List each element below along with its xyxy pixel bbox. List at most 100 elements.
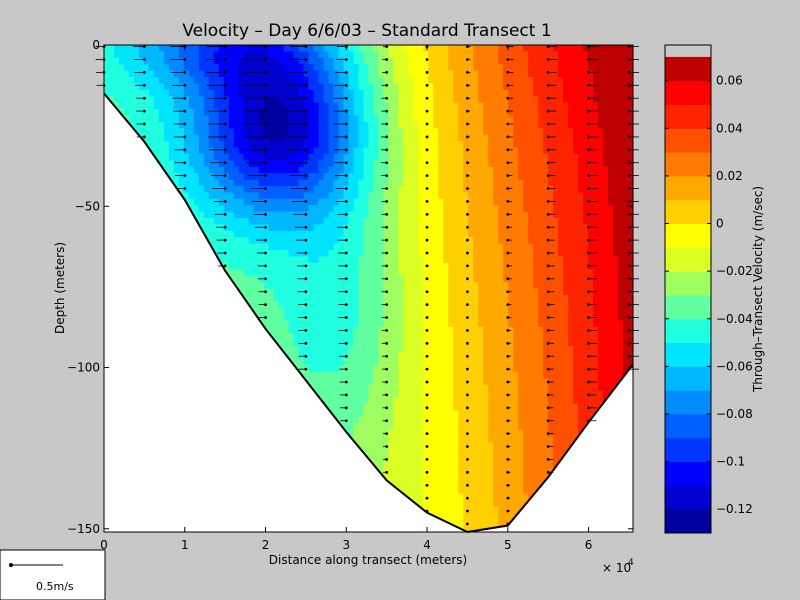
contour-cell: [333, 346, 340, 354]
contour-cell: [268, 262, 275, 270]
contour-cell: [263, 160, 270, 168]
contour-cell: [188, 102, 195, 110]
contour-cell: [183, 128, 190, 136]
contour-cell: [323, 179, 330, 187]
contour-cell: [278, 185, 285, 193]
contour-cell: [108, 96, 115, 104]
contour-cell: [383, 166, 390, 174]
contour-cell: [388, 269, 395, 277]
contour-cell: [393, 352, 400, 360]
contour-cell: [113, 83, 120, 91]
contour-cell: [303, 57, 310, 65]
contour-cell: [423, 307, 429, 315]
contour-cell: [293, 211, 300, 219]
contour-cell: [253, 83, 260, 91]
contour-cell: [363, 365, 370, 373]
contour-cell: [283, 109, 290, 117]
contour-cell: [353, 275, 360, 283]
contour-cell: [293, 333, 300, 341]
contour-cell: [423, 45, 429, 53]
contour-cell: [303, 96, 310, 104]
contour-cell: [413, 391, 420, 399]
contour-cell: [358, 243, 365, 251]
contour-cell: [328, 179, 335, 187]
contour-cell: [163, 77, 170, 85]
contour-cell: [168, 121, 175, 129]
contour-cell: [328, 205, 335, 213]
contour-cell: [428, 205, 434, 213]
contour-cell: [358, 141, 365, 149]
contour-cell: [218, 185, 225, 193]
contour-cell: [318, 109, 325, 117]
contour-cell: [418, 339, 424, 347]
contour-cell: [198, 173, 205, 181]
contour-cell: [378, 51, 385, 59]
contour-cell: [343, 371, 350, 379]
contour-cell: [278, 70, 285, 78]
contour-cell: [308, 237, 315, 245]
contour-cell: [308, 314, 315, 322]
contour-cell: [403, 294, 410, 302]
contour-cell: [243, 250, 250, 258]
contour-cell: [418, 256, 424, 264]
contour-cell: [358, 45, 365, 53]
contour-cell: [243, 275, 250, 283]
contour-cell: [293, 237, 300, 245]
contour-cell: [363, 134, 370, 142]
contour-cell: [313, 339, 320, 347]
contour-cell: [373, 185, 380, 193]
contour-cell: [268, 288, 275, 296]
contour-cell: [358, 83, 365, 91]
contour-cell: [328, 109, 335, 117]
contour-cell: [323, 314, 330, 322]
contour-cell: [313, 275, 320, 283]
contour-cell: [358, 115, 365, 123]
contour-cell: [283, 70, 290, 78]
contour-cell: [358, 218, 365, 226]
contour-cell: [298, 166, 305, 174]
contour-cell: [423, 423, 429, 431]
contour-cell: [328, 198, 335, 206]
contour-cell: [253, 211, 260, 219]
contour-cell: [273, 269, 280, 277]
contour-cell: [418, 192, 424, 200]
contour-cell: [378, 429, 385, 437]
contour-cell: [253, 102, 260, 110]
contour-cell: [353, 250, 360, 258]
contour-cell: [398, 205, 405, 213]
contour-cell: [153, 128, 160, 136]
contour-cell: [203, 51, 210, 59]
contour-cell: [313, 326, 320, 334]
contour-cell: [233, 70, 240, 78]
contour-cell: [298, 109, 305, 117]
contour-cell: [383, 358, 390, 366]
contour-cell: [413, 121, 420, 129]
contour-cell: [148, 128, 155, 136]
contour-cell: [428, 211, 434, 219]
contour-cell: [398, 256, 405, 264]
contour-cell: [418, 141, 424, 149]
contour-cell: [383, 57, 390, 65]
contour-cell: [293, 115, 300, 123]
contour-cell: [318, 115, 325, 123]
contour-cell: [223, 173, 230, 181]
contour-cell: [333, 77, 340, 85]
contour-cell: [358, 307, 365, 315]
contour-cell: [383, 333, 390, 341]
contour-cell: [258, 153, 265, 161]
contour-cell: [368, 410, 375, 418]
contour-cell: [288, 57, 295, 65]
contour-cell: [418, 147, 424, 155]
contour-cell: [298, 179, 305, 187]
contour-cell: [378, 141, 385, 149]
contour-cell: [323, 320, 330, 328]
contour-cell: [338, 205, 345, 213]
contour-cell: [323, 45, 330, 53]
contour-cell: [153, 57, 160, 65]
contour-cell: [273, 250, 280, 258]
contour-cell: [203, 102, 210, 110]
contour-cell: [318, 339, 325, 347]
contour-cell: [388, 333, 395, 341]
contour-cell: [128, 89, 135, 97]
contour-cell: [123, 57, 130, 65]
